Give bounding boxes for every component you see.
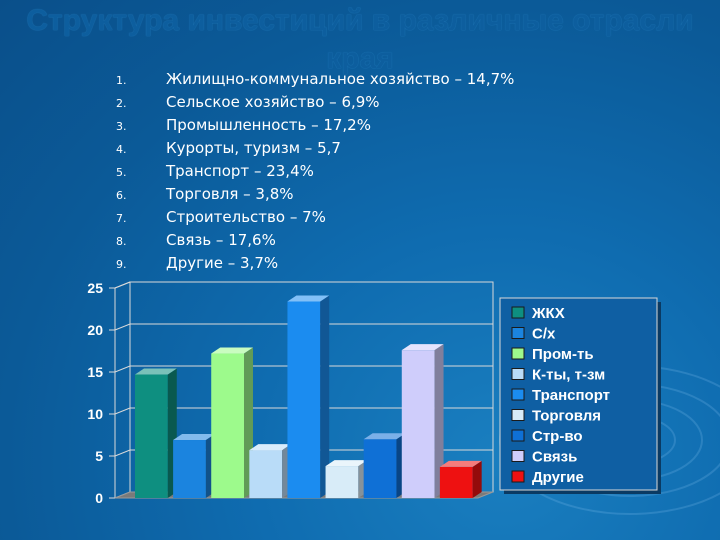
legend-swatch-5 xyxy=(511,388,525,401)
list-number: 5. xyxy=(116,166,127,179)
bar-7-top xyxy=(363,433,406,440)
legend-label-1: ЖКХ xyxy=(531,305,565,322)
bar-8-front xyxy=(401,350,435,498)
bar-6-front xyxy=(325,466,359,498)
gridline-depth xyxy=(114,449,131,457)
list-number: 6. xyxy=(116,189,127,202)
bar-4-top xyxy=(249,444,292,451)
list-number: 3. xyxy=(116,120,127,133)
list-text: Другие – 3,7% xyxy=(166,254,279,272)
legend-label-8: Связь xyxy=(532,449,577,466)
legend-swatch-4 xyxy=(511,368,525,380)
gridline-depth xyxy=(114,365,131,373)
legend-label-2: С/х xyxy=(532,326,556,343)
list-text: Промышленность – 17,2% xyxy=(166,116,371,134)
slide-title: Структура инвестиций в различные отрасли… xyxy=(26,4,694,75)
legend-swatch-8 xyxy=(511,450,525,462)
bar-chart: 0 5 10 15 20 25 ЖКХ С/х Пром-ть К-ты, т-зм Транспо… xyxy=(87,280,661,506)
bar-5-top xyxy=(287,295,330,302)
y-tick-label: 5 xyxy=(95,448,103,464)
legend-swatch-3 xyxy=(511,347,525,360)
legend-swatch-1 xyxy=(511,306,525,319)
legend-label-7: Стр-во xyxy=(532,428,583,445)
list-text: Торговля – 3,8% xyxy=(166,185,294,203)
bar-9-front xyxy=(439,466,473,498)
bar-5-side xyxy=(320,295,330,498)
y-tick-label: 15 xyxy=(87,364,103,380)
bar-4-front xyxy=(249,450,283,498)
list-text: Курорты, туризм – 5,7 xyxy=(166,139,341,157)
bar-1-front xyxy=(135,374,168,498)
y-tick-label: 10 xyxy=(87,406,103,422)
bar-7-front xyxy=(363,439,397,498)
legend-label-5: Транспорт xyxy=(532,387,610,404)
gridline-depth xyxy=(114,281,131,289)
bar-8-top xyxy=(401,344,444,351)
legend-swatch-7 xyxy=(511,429,525,442)
bar-9-side xyxy=(472,460,482,498)
legend-label-4: К-ты, т-зм xyxy=(532,367,605,384)
list-number: 8. xyxy=(116,235,127,248)
legend-swatch-6 xyxy=(511,409,525,421)
list-text: Транспорт – 23,4% xyxy=(166,162,314,180)
bar-2-top xyxy=(173,434,215,441)
bar-2-front xyxy=(173,440,206,498)
legend-swatch-2 xyxy=(511,327,525,339)
list-number: 9. xyxy=(116,258,127,271)
bar-5-front xyxy=(287,301,321,498)
y-tick-label: 25 xyxy=(87,280,103,296)
gridline-depth xyxy=(114,407,131,415)
list-number: 1. xyxy=(116,74,127,87)
y-tick-label: 20 xyxy=(87,322,103,338)
legend-label-3: Пром-ть xyxy=(532,346,594,363)
y-tick-label: 0 xyxy=(95,490,103,506)
bar-8-side xyxy=(434,344,444,498)
legend-label-6: Торговля xyxy=(532,408,601,425)
list-text: Жилищно-коммунальное хозяйство – 14,7% xyxy=(166,70,515,88)
bar-3-front xyxy=(211,353,244,498)
bar-3-top xyxy=(211,347,253,354)
list-text: Строительство – 7% xyxy=(166,208,326,226)
legend-box xyxy=(499,297,658,491)
list-text: Сельское хозяйство – 6,9% xyxy=(166,93,380,111)
legend-label-9: Другие xyxy=(532,469,584,486)
list-number: 4. xyxy=(116,143,127,156)
legend-swatch-9 xyxy=(511,470,525,483)
bar-1-top xyxy=(135,368,177,375)
list-number: 2. xyxy=(116,97,127,110)
list-text: Связь – 17,6% xyxy=(166,231,276,249)
bar-6-top xyxy=(325,460,368,467)
bar-9-top xyxy=(439,460,482,467)
list-number: 7. xyxy=(116,212,127,225)
gridline-depth xyxy=(114,323,131,331)
